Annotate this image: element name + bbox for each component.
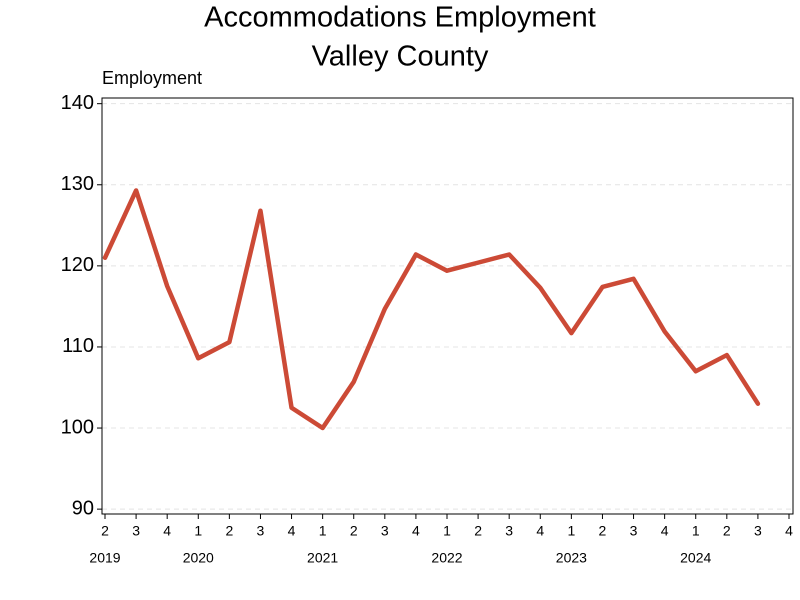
x-tick-label: 4 [163,523,171,539]
x-tick-label: 1 [194,523,202,539]
x-year-label: 2020 [183,550,214,566]
y-tick-label: 110 [62,335,94,357]
x-tick-label: 1 [443,523,451,539]
x-tick-label: 3 [381,523,389,539]
x-tick-label: 4 [785,523,793,539]
x-year-label: 2019 [89,550,120,566]
x-year-label: 2024 [680,550,711,566]
x-tick-label: 3 [754,523,762,539]
x-tick-label: 1 [319,523,327,539]
x-tick-label: 4 [288,523,296,539]
x-tick-label: 2 [350,523,358,539]
y-tick-label: 100 [61,416,94,438]
x-year-label: 2022 [431,550,462,566]
x-tick-label: 2 [723,523,731,539]
x-tick-label: 2 [599,523,607,539]
x-tick-label: 4 [661,523,669,539]
x-year-label: 2023 [556,550,587,566]
x-tick-label: 4 [536,523,544,539]
x-tick-label: 2 [101,523,109,539]
x-tick-label: 4 [412,523,420,539]
x-tick-label: 3 [505,523,513,539]
y-tick-label: 120 [61,254,94,276]
chart-title: Accommodations Employment [204,2,596,34]
line-series [102,188,761,431]
x-tick-label: 2 [474,523,482,539]
x-tick-label: 3 [257,523,265,539]
x-tick-label: 3 [630,523,638,539]
y-tick-label: 90 [72,497,94,519]
x-year-label: 2021 [307,550,338,566]
y-tick-label: 140 [61,92,94,114]
chart-subtitle: Valley County [312,41,489,73]
x-tick-label: 3 [132,523,140,539]
x-tick-label: 1 [692,523,700,539]
y-axis-label: Employment [102,68,202,88]
x-tick-label: 2 [225,523,233,539]
x-tick-label: 1 [567,523,575,539]
y-tick-label: 130 [61,173,94,195]
plot-frame [101,97,794,515]
